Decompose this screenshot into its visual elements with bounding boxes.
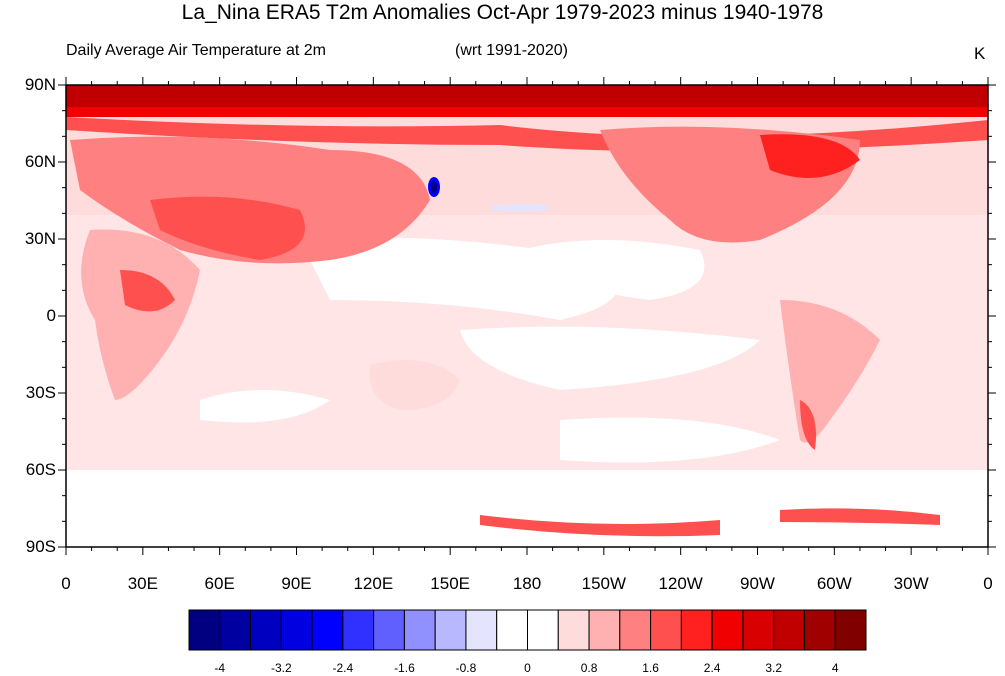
lon-label: 90E — [281, 574, 312, 593]
units-label: K — [974, 44, 986, 63]
lon-label: 120W — [658, 574, 703, 593]
colorbar-swatch — [742, 609, 775, 651]
colorbar-swatch — [527, 609, 559, 651]
colorbar-label: 2.4 — [703, 661, 721, 675]
lon-label: 30E — [127, 574, 158, 593]
colorbar-swatch — [250, 609, 282, 651]
colorbar-swatch — [373, 609, 405, 651]
axis-ticks — [58, 77, 996, 555]
colorbar-swatch — [619, 609, 652, 651]
lon-label: 120E — [353, 574, 394, 593]
lat-label: 90N — [24, 75, 56, 94]
lon-label: 180 — [512, 574, 542, 593]
colorbar-label: -3.2 — [270, 661, 292, 675]
lat-label: 60N — [24, 152, 56, 171]
colorbar-swatch — [219, 609, 252, 651]
colorbar-label: -0.8 — [455, 661, 477, 675]
chart-title: La_Nina ERA5 T2m Anomalies Oct-Apr 1979-… — [181, 1, 824, 24]
colorbar-swatch — [280, 609, 313, 651]
colorbar-label: -2.4 — [332, 661, 354, 675]
lon-label: 150W — [581, 574, 627, 593]
colorbar-label: -4 — [214, 661, 226, 675]
colorbar-swatch — [311, 609, 344, 651]
colorbar-swatch — [557, 609, 590, 651]
colorbar-swatch — [711, 609, 744, 651]
colorbar-label: 1.6 — [642, 661, 659, 675]
colorbar-swatch — [188, 609, 221, 651]
colorbar-label: 4 — [831, 661, 839, 675]
colorbar-label: 0.8 — [580, 661, 598, 675]
lat-label: 90S — [25, 537, 56, 556]
colorbar-swatch — [650, 609, 682, 651]
colorbar-swatch — [588, 609, 621, 651]
lat-label: 30N — [24, 229, 56, 248]
lat-label: 0 — [46, 306, 56, 325]
colorbar-swatch — [465, 609, 498, 651]
subtitle-variable: Daily Average Air Temperature at 2m — [66, 42, 326, 59]
lon-label: 60W — [816, 574, 852, 593]
colorbar-label: -1.6 — [394, 661, 415, 675]
colorbar-swatch — [496, 609, 528, 651]
subtitle-reference-period: (wrt 1991-2020) — [455, 42, 568, 59]
colorbar-swatch — [680, 609, 713, 651]
lon-label: 0 — [61, 574, 71, 593]
colorbar-swatch — [773, 609, 805, 651]
lat-label: 30S — [25, 383, 56, 402]
colorbar-swatch — [803, 609, 836, 651]
colorbar — [188, 609, 867, 651]
colorbar-swatch — [834, 609, 867, 651]
colorbar-label: 3.2 — [765, 661, 783, 675]
lon-label: 90W — [740, 574, 775, 593]
lon-label: 60E — [204, 574, 235, 593]
lat-label: 60S — [25, 460, 56, 479]
lon-label: 0 — [983, 574, 993, 593]
colorbar-label: 0 — [524, 661, 531, 675]
colorbar-swatch — [342, 609, 375, 651]
lon-label: 150E — [430, 574, 470, 593]
colorbar-swatch — [434, 609, 467, 651]
lon-label: 30W — [893, 574, 929, 593]
colorbar-swatch — [403, 609, 436, 651]
map-field — [66, 85, 988, 547]
